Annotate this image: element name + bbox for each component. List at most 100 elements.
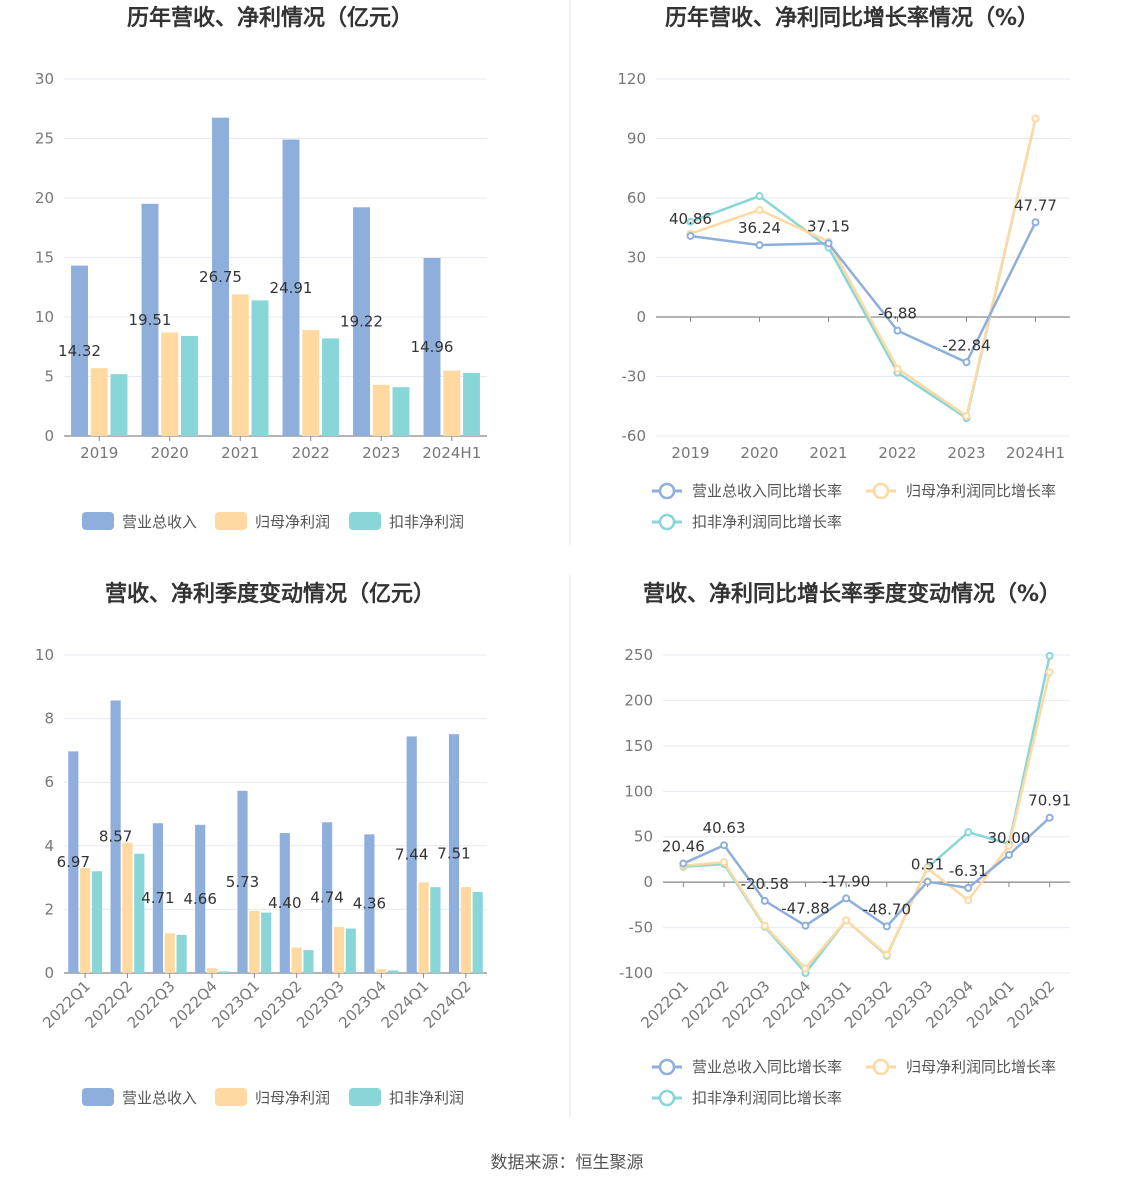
data-label: 4.66 <box>184 890 217 908</box>
legend-label: 营业总收入同比增长率 <box>692 1058 842 1076</box>
y-tick-label: -100 <box>619 964 653 982</box>
y-tick-label: 90 <box>627 130 646 148</box>
data-point-1 <box>923 877 932 886</box>
bar-1 <box>141 203 159 436</box>
data-source: 数据来源：恒生聚源 <box>491 1153 644 1173</box>
data-label: -20.58 <box>741 875 789 893</box>
data-label: 14.32 <box>58 342 101 360</box>
bar-3 <box>176 934 187 973</box>
data-point-2 <box>893 364 902 373</box>
bar-2 <box>443 370 461 436</box>
data-point-1 <box>760 896 769 905</box>
data-point-1 <box>882 922 891 931</box>
bar-1 <box>152 823 163 973</box>
bar-1 <box>71 265 88 436</box>
chart-title: 历年营收、净利同比增长率情况（%） <box>665 5 1039 31</box>
data-point-1 <box>686 231 695 240</box>
series-line-1 <box>690 221 1037 364</box>
data-label: -6.31 <box>949 862 988 880</box>
data-point-1 <box>801 921 810 930</box>
legend-marker <box>872 482 890 500</box>
y-tick-label: 30 <box>627 249 646 267</box>
bar-2 <box>372 384 390 436</box>
bar-3 <box>472 891 483 973</box>
data-point-1 <box>720 841 729 850</box>
series-line-2 <box>690 118 1037 419</box>
y-tick-label: 6 <box>44 773 54 791</box>
series-line-3 <box>683 655 1051 975</box>
bar-1 <box>195 824 206 973</box>
y-tick-label: 0 <box>44 427 54 445</box>
data-point-1 <box>755 241 764 250</box>
data-point-1 <box>842 894 851 903</box>
legend-label: 扣非净利润同比增长率 <box>692 513 842 531</box>
x-tick-label: 2020 <box>740 444 778 462</box>
data-point-2 <box>1045 668 1054 677</box>
y-tick-label: -30 <box>622 368 647 386</box>
data-point-1 <box>1031 218 1040 227</box>
y-tick-label: 2 <box>44 900 54 918</box>
y-tick-label: 5 <box>44 368 54 386</box>
data-label: 24.91 <box>270 279 313 297</box>
y-tick-label: 15 <box>35 249 54 267</box>
bar-3 <box>463 372 480 436</box>
legend-label: 归母净利润 <box>255 1089 330 1107</box>
bar-2 <box>122 842 133 973</box>
chart-3: 营收、净利季度变动情况（亿元）02468102022Q12022Q22022Q3… <box>35 581 487 1107</box>
y-tick-label: 8 <box>44 710 54 728</box>
data-label: 37.15 <box>807 217 850 235</box>
series-line-3 <box>690 118 1037 421</box>
bar-2 <box>206 968 218 973</box>
legend-label: 营业总收入 <box>122 513 197 531</box>
data-point-2 <box>842 916 851 925</box>
data-point-3 <box>1045 651 1054 660</box>
data-point-2 <box>882 950 891 959</box>
bar-1 <box>423 257 441 436</box>
x-tick-label: 2024H1 <box>1006 444 1065 462</box>
y-tick-label: 150 <box>624 737 653 755</box>
bar-1 <box>448 734 460 973</box>
data-label: -48.70 <box>863 900 911 918</box>
bar-2 <box>460 887 471 973</box>
bar-2 <box>333 926 345 973</box>
legend-label: 扣非净利润同比增长率 <box>692 1089 842 1107</box>
bar-3 <box>345 928 356 973</box>
data-label: 4.40 <box>268 894 301 912</box>
x-tick-label: 2019 <box>80 444 118 462</box>
bar-3 <box>218 971 229 973</box>
data-label: 8.57 <box>99 828 132 846</box>
bar-3 <box>181 336 198 436</box>
bar-3 <box>110 374 128 436</box>
legend-marker <box>658 1058 676 1076</box>
bar-1 <box>353 207 370 436</box>
x-tick-label: 2021 <box>221 444 259 462</box>
data-label: 20.46 <box>662 838 705 856</box>
data-label: 70.91 <box>1028 792 1071 810</box>
bar-3 <box>388 970 399 973</box>
data-point-1 <box>824 239 833 248</box>
data-point-1 <box>1004 850 1013 859</box>
chart-title: 营收、净利季度变动情况（亿元） <box>105 581 435 607</box>
bar-3 <box>303 950 314 973</box>
y-tick-label: 0 <box>636 308 646 326</box>
data-point-1 <box>679 859 688 868</box>
x-tick-label: 2023 <box>947 444 985 462</box>
y-tick-label: 200 <box>624 691 653 709</box>
data-label: 40.86 <box>669 210 712 228</box>
bar-1 <box>212 117 229 437</box>
bar-2 <box>161 332 179 436</box>
y-tick-label: 4 <box>44 837 54 855</box>
bar-2 <box>249 910 260 973</box>
data-label: 7.44 <box>395 846 428 864</box>
legend-label: 营业总收入 <box>122 1089 197 1107</box>
data-label: -22.84 <box>942 336 990 354</box>
data-label: 19.22 <box>340 313 383 331</box>
bar-1 <box>322 822 333 973</box>
legend-label: 归母净利润同比增长率 <box>906 1058 1056 1076</box>
legend-label: 归母净利润 <box>255 513 330 531</box>
chart-4: 营收、净利同比增长率季度变动情况（%） -100 -50 0 50 100 150 200 25… <box>619 581 1071 1107</box>
data-point-1 <box>962 358 971 367</box>
data-point-2 <box>755 205 764 214</box>
x-tick-label: 2020 <box>151 444 189 462</box>
